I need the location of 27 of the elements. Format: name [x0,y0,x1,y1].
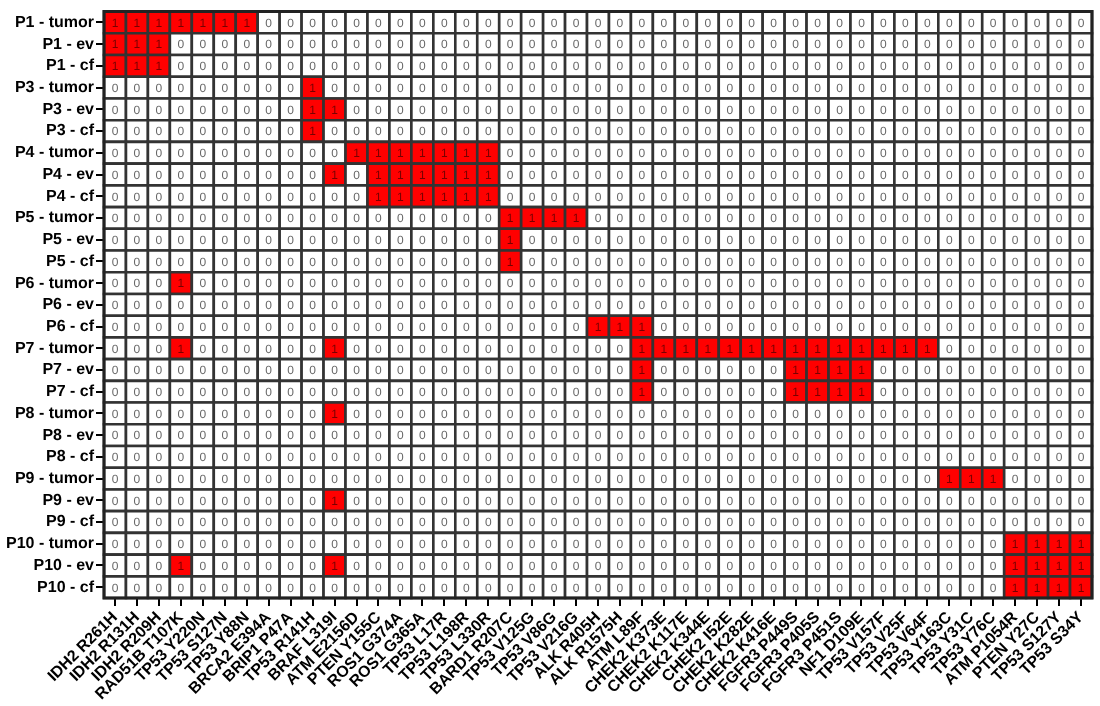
y-tick-label: P6 - cf [45,316,95,335]
y-tick-label: P1 - tumor [14,12,95,31]
y-tick-label: P4 - cf [45,186,95,205]
y-tick-label: P5 - cf [45,251,95,270]
y-tick-label: P10 - tumor [5,534,95,553]
y-tick-label: P9 - cf [45,512,95,531]
y-tick-label: P7 - tumor [14,338,95,357]
y-tick-label: P7 - cf [45,382,95,401]
y-tick-label: P1 - ev [42,34,96,53]
y-tick-label: P5 - ev [42,230,96,249]
y-tick-label: P10 - ev [33,555,96,574]
y-tick-label: P10 - cf [37,577,95,596]
y-tick-label: P9 - ev [42,490,96,509]
y-tick-label: P8 - tumor [14,403,95,422]
y-tick-label: P9 - tumor [14,469,95,487]
y-tick-label: P5 - tumor [14,208,95,227]
y-tick-label: P3 - cf [45,121,95,140]
y-tick-label: P4 - ev [42,164,96,183]
y-tick-label: P6 - ev [42,295,96,314]
y-tick-label: P6 - tumor [14,273,95,292]
y-tick-label: P8 - ev [42,425,96,444]
y-tick-label: P1 - cf [45,56,95,75]
y-tick-label: P3 - ev [42,99,96,118]
y-tick-label: P8 - cf [45,447,95,466]
y-tick-label: P7 - ev [42,360,96,379]
y-tick-label: P3 - tumor [14,78,95,97]
y-tick-label: P4 - tumor [14,143,95,162]
